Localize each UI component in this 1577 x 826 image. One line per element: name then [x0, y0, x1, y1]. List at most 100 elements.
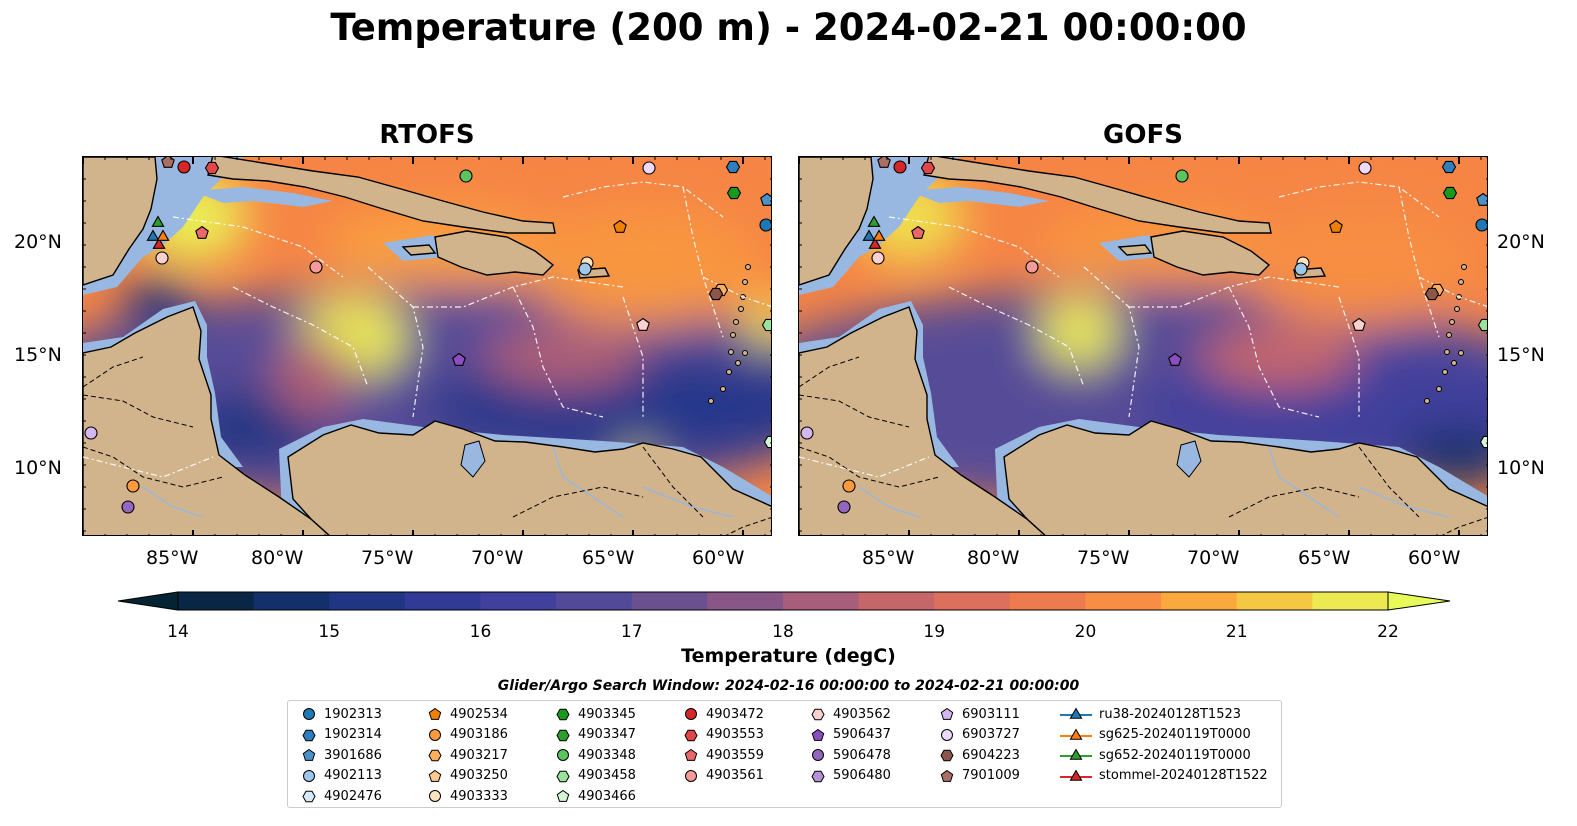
eez-boundary — [1083, 266, 1140, 418]
hexagon-icon — [811, 708, 825, 721]
legend-label: 4903559 — [706, 747, 764, 763]
legend-entry: 5906478 — [809, 745, 891, 765]
temperature-anomaly — [1039, 297, 1119, 367]
eez-boundary — [413, 276, 624, 308]
river — [1358, 486, 1450, 518]
pentagon-icon — [684, 748, 698, 761]
small-island — [730, 332, 736, 338]
legend-label: 4903458 — [578, 768, 636, 783]
landmass — [1003, 420, 1487, 535]
shelf-area — [193, 187, 333, 207]
small-island — [745, 264, 751, 270]
legend-entry: ru38-20240128T1523 — [1059, 704, 1241, 724]
float-6903111-marker — [800, 426, 814, 440]
figure-title: Temperature (200 m) - 2024-02-21 00:00:0… — [330, 6, 1247, 49]
temperature-anomaly — [748, 298, 771, 346]
colorbar-segment — [631, 592, 708, 610]
legend-label: 4903347 — [578, 727, 636, 742]
float-4903345-marker — [1442, 186, 1458, 200]
legend-entry: 4903345 — [554, 704, 636, 724]
float-5906437-marker — [452, 352, 466, 366]
float-4902534-marker — [613, 219, 627, 233]
gofs-map[interactable] — [798, 156, 1488, 536]
colorbar-extend-high — [1387, 591, 1451, 611]
eez-boundary — [948, 286, 1085, 388]
glider-ru38-marker — [146, 229, 160, 241]
legend-entry: 4903472 — [682, 704, 764, 724]
float-6903727-marker — [642, 161, 656, 175]
colorbar-tick-label: 14 — [167, 622, 189, 642]
lat-label-15n-left: 15°N — [14, 344, 62, 366]
landmass — [207, 157, 556, 234]
legend-label: 4903472 — [706, 706, 764, 722]
legend-entry: 4902534 — [426, 704, 508, 724]
country-border — [799, 446, 940, 488]
legend-label: 4903186 — [450, 727, 508, 742]
float-3901686-marker — [1476, 192, 1487, 206]
river — [552, 446, 624, 518]
circle-icon — [812, 749, 824, 761]
legend-entry: 5906480 — [809, 766, 891, 786]
float-4903466-marker — [763, 435, 771, 449]
landmass — [799, 157, 874, 286]
hexagon-icon — [556, 729, 570, 741]
triangle-icon — [1060, 768, 1092, 781]
legend-entry: 4903333 — [426, 786, 508, 806]
lake — [460, 440, 486, 478]
hexagon-icon — [556, 770, 570, 782]
country-border — [512, 486, 644, 518]
legend-label: 4903553 — [706, 727, 764, 742]
colorbar-segment — [1161, 592, 1238, 610]
eez-boundary — [702, 276, 771, 307]
float-4903186-marker — [842, 479, 856, 493]
glider-sg652-marker — [151, 215, 165, 227]
colorbar-tick-label: 17 — [620, 622, 643, 642]
triangle-icon — [1060, 707, 1092, 719]
lon-label-70w-right: 70°W — [1187, 547, 1240, 569]
colorbar-segment — [1085, 592, 1162, 610]
eez-boundary — [1398, 186, 1440, 338]
legend-entry: 1902313 — [300, 704, 382, 724]
small-island — [1442, 369, 1448, 375]
pentagon-icon — [428, 707, 442, 720]
circle-icon — [557, 749, 569, 761]
legend-entry: 4902476 — [300, 786, 382, 806]
legend-entry: 4903186 — [426, 725, 508, 745]
hexagon-icon — [811, 770, 825, 782]
small-island — [733, 319, 739, 325]
legend-entry: sg625-20240119T0000 — [1059, 725, 1251, 745]
colorbar-segment — [404, 592, 481, 610]
float-4902534-marker — [1329, 219, 1343, 233]
colorbar-extend-low — [117, 591, 179, 611]
float-5906478-marker — [121, 500, 135, 514]
glider-sg652-marker — [867, 215, 881, 227]
float-4903472-marker — [893, 160, 907, 174]
legend-label: 4903217 — [450, 747, 508, 763]
legend-label: 7901009 — [962, 768, 1020, 783]
legend-label: 5906437 — [833, 727, 891, 742]
colorbar-segment — [556, 592, 633, 610]
legend-label: 6904223 — [962, 747, 1020, 763]
landmass — [434, 230, 555, 276]
float-4903472-marker — [177, 160, 191, 174]
shelf-area — [909, 187, 1049, 207]
float-4903562-marker — [1352, 317, 1366, 331]
float-4903186-marker — [126, 479, 140, 493]
pentagon-icon — [940, 769, 954, 782]
temperature-anomaly — [523, 207, 763, 327]
lon-label-80w-right: 80°W — [967, 547, 1020, 569]
float-3901686-marker — [760, 192, 771, 206]
legend-entry: 4902113 — [300, 766, 382, 786]
lon-label-85w-left: 85°W — [146, 547, 199, 569]
hexagon-icon — [302, 790, 316, 803]
circle-icon — [685, 769, 697, 782]
small-island — [1454, 306, 1460, 312]
eez-boundary — [622, 296, 644, 417]
colorbar-segment — [934, 592, 1011, 610]
float-6903111-marker — [84, 426, 98, 440]
lat-label-10n-right: 10°N — [1497, 457, 1545, 479]
colorbar-segment — [178, 592, 255, 610]
small-island — [742, 350, 748, 356]
rtofs-map[interactable] — [82, 156, 772, 536]
eez-boundary — [172, 216, 344, 278]
